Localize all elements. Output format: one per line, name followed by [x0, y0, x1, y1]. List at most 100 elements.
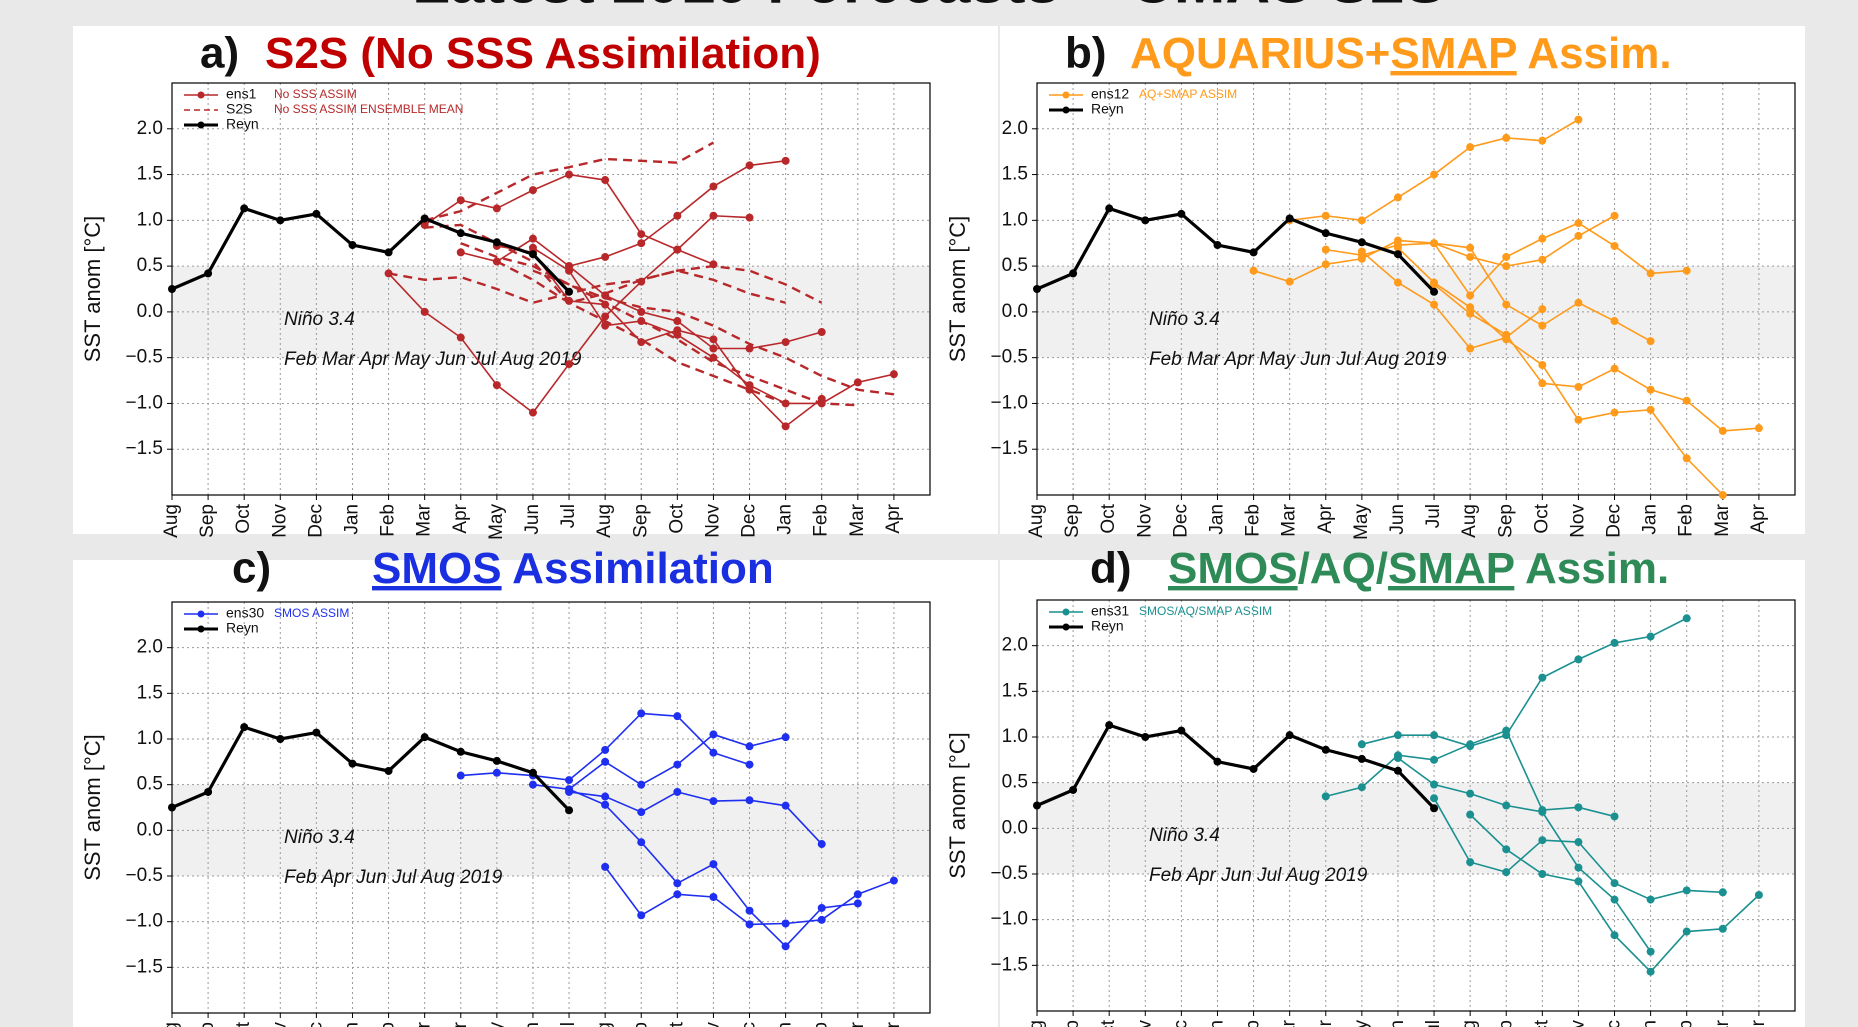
- data-point: [1610, 211, 1619, 220]
- data-point: [528, 250, 537, 259]
- legend-marker: [197, 625, 205, 633]
- data-point: [1610, 408, 1619, 417]
- y-tick-label: 0.0: [1002, 817, 1028, 838]
- data-point: [1357, 740, 1366, 749]
- data-point: [456, 747, 465, 756]
- y-tick-label: 0.5: [1002, 255, 1028, 276]
- x-tick-label: Feb: [1676, 1020, 1697, 1027]
- annotation: Niño 3.4: [1149, 309, 1220, 330]
- data-point: [673, 760, 682, 769]
- data-point: [709, 748, 718, 757]
- x-tick-label: Dec: [1604, 1020, 1625, 1027]
- x-tick-label: Feb: [1243, 1020, 1264, 1027]
- data-point: [1033, 801, 1041, 810]
- data-point: [601, 862, 610, 871]
- data-point: [1574, 298, 1583, 307]
- data-point: [1574, 219, 1583, 228]
- data-point: [1430, 794, 1439, 803]
- data-point: [528, 408, 537, 417]
- annotation: Niño 3.4: [1149, 825, 1220, 846]
- data-point: [492, 756, 501, 765]
- panel-title: SMOS/AQ/SMAP Assim.: [1168, 544, 1669, 593]
- y-tick-label: 0.5: [137, 774, 163, 795]
- x-tick-label: Aug: [1459, 504, 1480, 538]
- y-tick-label: 1.5: [1002, 680, 1028, 701]
- x-tick-label: Mar: [1279, 503, 1300, 536]
- data-point: [420, 307, 429, 316]
- data-point: [1033, 285, 1041, 293]
- annotation: Feb Mar Apr May Jun Jul Aug 2019: [1149, 349, 1447, 370]
- x-tick-label: Apr: [883, 503, 904, 533]
- legend-label: Reyn: [226, 116, 259, 132]
- data-point: [565, 287, 574, 296]
- x-tick-label: Apr: [1315, 1019, 1336, 1027]
- data-point: [456, 229, 465, 238]
- x-tick-label: Feb: [1243, 504, 1264, 537]
- data-point: [637, 709, 646, 718]
- x-tick-label: Nov: [702, 504, 723, 538]
- y-tick-label: 0.5: [137, 255, 163, 276]
- data-point: [528, 243, 537, 252]
- data-point: [781, 733, 790, 742]
- legend-description: SMOS/AQ/SMAP ASSIM: [1139, 604, 1272, 618]
- data-point: [673, 890, 682, 899]
- data-point: [1466, 344, 1475, 353]
- data-point: [276, 216, 285, 225]
- data-point: [1754, 891, 1763, 900]
- x-tick-label: Feb: [1676, 504, 1697, 537]
- x-tick-label: Oct: [1098, 1019, 1119, 1027]
- x-tick-label: Jan: [1640, 1020, 1661, 1027]
- data-point: [348, 759, 357, 768]
- data-point: [1682, 614, 1691, 623]
- data-point: [1502, 252, 1511, 261]
- legend-marker: [1062, 623, 1070, 631]
- data-point: [240, 723, 249, 732]
- x-tick-label: Mar: [1279, 1019, 1300, 1027]
- title-part: SMAP: [1390, 29, 1516, 78]
- data-point: [637, 808, 646, 817]
- data-point: [1430, 755, 1439, 764]
- data-point: [673, 245, 682, 254]
- data-point: [1718, 888, 1727, 897]
- x-tick-label: Mar: [414, 1021, 435, 1027]
- data-point: [1393, 754, 1402, 763]
- y-tick-label: −1.0: [125, 392, 163, 413]
- x-tick-label: Mar: [1712, 1019, 1733, 1027]
- data-point: [1610, 812, 1619, 821]
- y-tick-label: −1.5: [125, 438, 163, 459]
- y-tick-label: −1.0: [125, 911, 163, 932]
- y-tick-label: 0.5: [1002, 772, 1028, 793]
- data-point: [1682, 396, 1691, 405]
- data-point: [1538, 136, 1547, 145]
- data-point: [1646, 269, 1655, 278]
- data-point: [1430, 731, 1439, 740]
- data-point: [312, 209, 321, 218]
- legend-label: ens30: [226, 605, 264, 621]
- legend-description: No SSS ASSIM: [274, 87, 357, 101]
- data-point: [1393, 731, 1402, 740]
- data-point: [673, 317, 682, 326]
- data-point: [1646, 632, 1655, 641]
- x-tick-label: Jul: [558, 504, 579, 528]
- series-line: [1397, 247, 1724, 496]
- y-tick-label: −1.0: [990, 909, 1028, 930]
- data-point: [1357, 247, 1366, 256]
- data-point: [1321, 745, 1330, 754]
- data-point: [637, 239, 646, 248]
- data-point: [420, 733, 429, 742]
- legend-label: Reyn: [226, 620, 259, 636]
- x-tick-label: Jul: [1423, 1020, 1444, 1027]
- data-point: [1466, 291, 1475, 300]
- x-tick-label: Aug: [1026, 1020, 1047, 1027]
- data-point: [456, 771, 465, 780]
- data-point: [348, 241, 357, 250]
- data-point: [1538, 321, 1547, 330]
- data-point: [1718, 426, 1727, 435]
- data-point: [817, 328, 826, 337]
- x-tick-label: Nov: [702, 1022, 723, 1027]
- series-line: [171, 725, 571, 812]
- data-point: [673, 330, 682, 339]
- data-point: [204, 787, 213, 796]
- data-point: [1646, 385, 1655, 394]
